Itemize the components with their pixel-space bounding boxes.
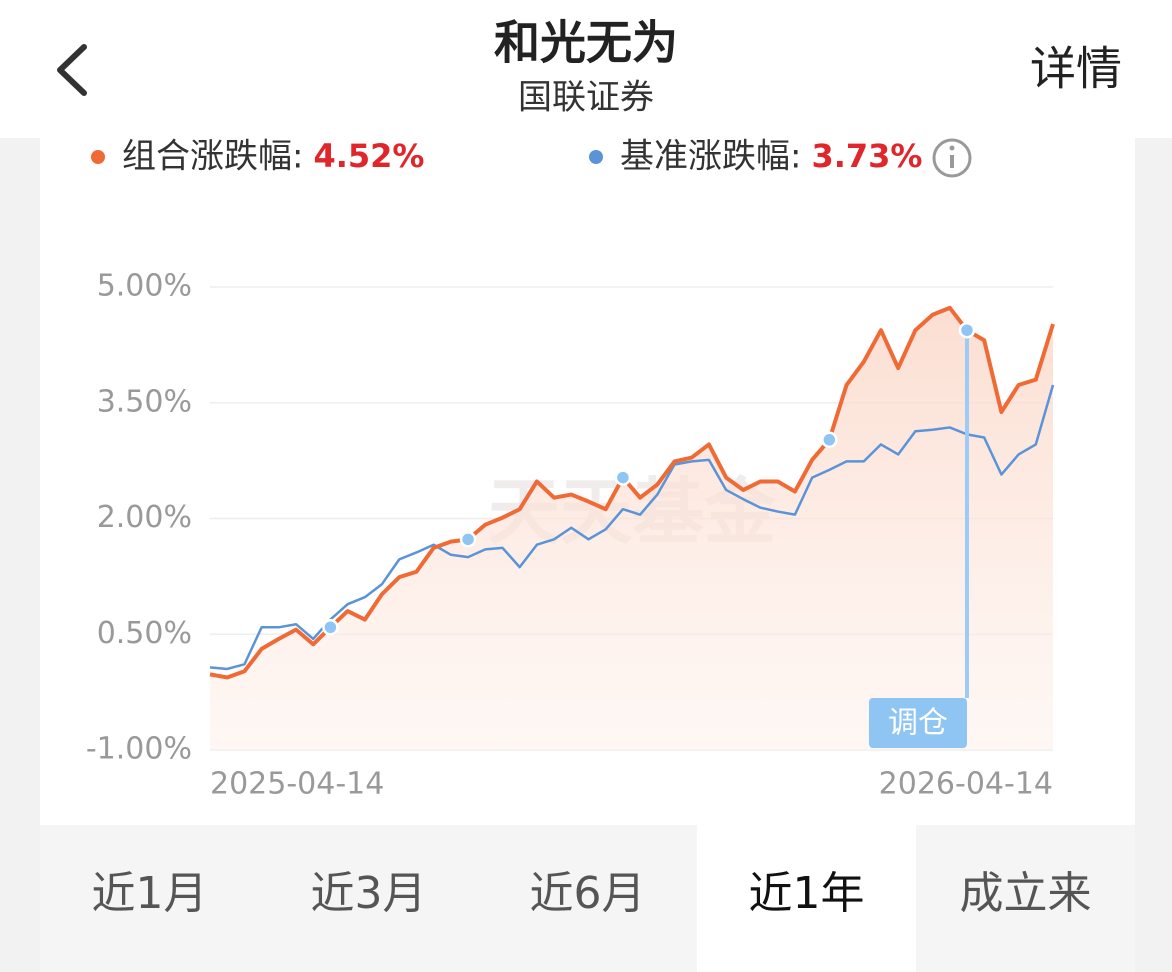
info-dot xyxy=(949,145,955,151)
tab[interactable]: 成立来 xyxy=(960,868,1092,919)
plot: 5.00% 3.50% 2.00% 0.50% -1.00% 2025-04-14 2026… xyxy=(86,269,1055,802)
rebalance-marker[interactable] xyxy=(821,431,838,449)
callout-label: 调仓 xyxy=(888,706,948,741)
area xyxy=(210,307,1053,750)
header-subtitle: 国联证券 xyxy=(518,78,654,118)
tab[interactable]: 近1年 xyxy=(749,868,865,919)
back-button[interactable] xyxy=(57,44,87,96)
legend-swatch xyxy=(589,150,603,164)
rebalance-marker[interactable] xyxy=(322,619,339,636)
rebalance-marker[interactable] xyxy=(958,321,976,339)
series-line xyxy=(209,305,1055,680)
rebalance-marker[interactable] xyxy=(459,531,477,548)
series-line xyxy=(209,384,1055,671)
y-tick-label: 0.50% xyxy=(97,616,192,651)
callout-box xyxy=(868,698,967,748)
tab[interactable]: 近3月 xyxy=(311,868,427,919)
header-bar xyxy=(0,0,1172,138)
tab-selected-bg xyxy=(697,825,916,972)
y-tick-label: 5.00% xyxy=(97,269,192,304)
legend-value: 4.52% xyxy=(313,137,424,175)
tabs: 近1月 近3月 近6月 近1年 成立来 xyxy=(92,825,1092,972)
legend-value: 3.73% xyxy=(811,137,922,175)
x-tick-label: 2026-04-14 xyxy=(879,767,1053,802)
tab[interactable]: 近6月 xyxy=(530,868,646,919)
legend-label: 组合涨跌幅: xyxy=(122,137,303,177)
header-title: 和光无为 xyxy=(494,16,678,70)
info-icon[interactable] xyxy=(932,138,972,178)
rebalance-marker[interactable] xyxy=(614,469,632,486)
x-tick-label: 2025-04-14 xyxy=(210,767,384,802)
legend-swatch xyxy=(91,150,105,164)
legend-label: 基准涨跌幅: xyxy=(620,137,801,177)
y-tick-label: 3.50% xyxy=(97,384,192,419)
legend: 组合涨跌幅: 4.52% 基准涨跌幅: 3.73% xyxy=(91,137,922,177)
y-tick-label: 2.00% xyxy=(97,500,192,535)
info-circle xyxy=(932,138,972,178)
tab[interactable]: 近1月 xyxy=(92,868,208,919)
detail-button[interactable]: 详情 xyxy=(1030,42,1122,96)
tab-bar xyxy=(40,825,1135,972)
y-tick-label: -1.00% xyxy=(86,732,192,767)
